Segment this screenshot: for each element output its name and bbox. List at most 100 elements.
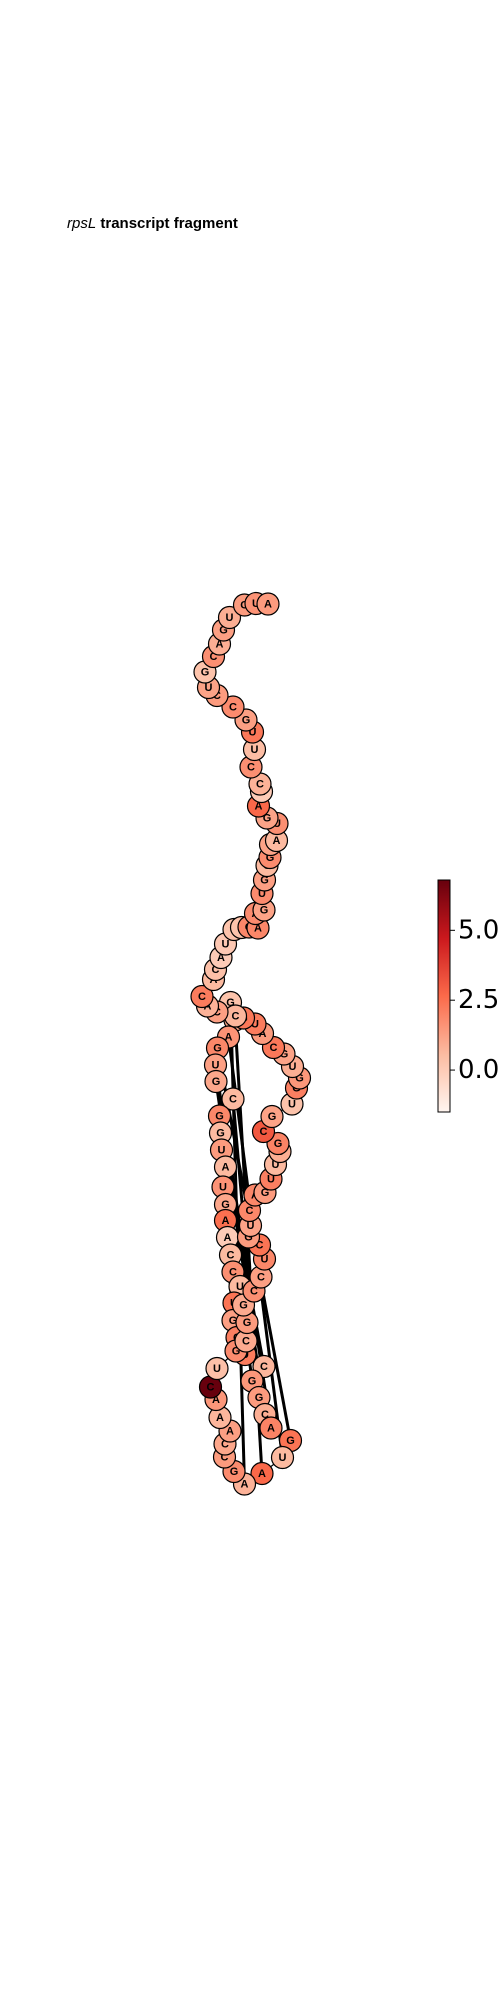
nucleotide-label: U: [267, 1174, 275, 1186]
nucleotide-label: C: [246, 1205, 254, 1217]
nucleotide-label: C: [229, 1267, 237, 1279]
nucleotide-label: C: [198, 991, 206, 1003]
colorbar-bar: [437, 879, 451, 1113]
nucleotide-label: C: [270, 1042, 278, 1054]
nucleotide-label: A: [226, 1426, 234, 1438]
nucleotide: U: [217, 605, 242, 630]
nucleotide-label: U: [205, 682, 213, 694]
colorbar-tick-label: 2.5: [458, 985, 499, 1015]
nucleotide-label: G: [260, 875, 269, 887]
nucleotide-label: U: [273, 818, 281, 830]
nucleotide: G: [278, 1428, 303, 1453]
nucleotide: G: [204, 1069, 228, 1094]
nucleotide-label: G: [229, 1315, 238, 1327]
nucleotide-layer: GAAGUGCGGUAUGAACCUUGCUCGGCAGUAAGCCAAACUG…: [190, 591, 312, 1496]
nucleotide-label: U: [212, 1060, 220, 1072]
nucleotide-label: C: [256, 1240, 264, 1252]
nucleotide-label: C: [232, 1011, 240, 1023]
nucleotide-label: U: [279, 1452, 287, 1464]
nucleotide-label: C: [260, 1126, 268, 1138]
nucleotide-label: G: [219, 625, 228, 637]
nucleotide-label: C: [207, 1382, 215, 1394]
nucleotide-label: G: [244, 1232, 253, 1244]
nucleotide: C: [234, 1329, 258, 1353]
nucleotide-circle: [221, 1087, 245, 1111]
nucleotide-label: G: [260, 905, 269, 917]
nucleotide-label: G: [216, 1128, 225, 1140]
nucleotide-circle: [221, 695, 245, 719]
nucleotide-label: G: [280, 1049, 289, 1061]
nucleotide-label: G: [268, 1111, 277, 1123]
nucleotide-label: A: [259, 1028, 267, 1040]
nucleotide-label: C: [227, 1250, 235, 1262]
nucleotide-label: G: [240, 600, 249, 612]
nucleotide-label: G: [226, 997, 235, 1009]
nucleotide-label: G: [261, 1187, 270, 1199]
nucleotide-label: U: [218, 1145, 226, 1157]
nucleotide-label: G: [230, 1466, 239, 1478]
nucleotide-label: U: [226, 612, 234, 624]
nucleotide: U: [205, 1356, 229, 1381]
nucleotide-label: G: [263, 813, 272, 825]
nucleotide-label: U: [249, 727, 257, 739]
nucleotide-label: C: [213, 690, 221, 702]
nucleotide-circle: [217, 605, 242, 630]
nucleotide-label: G: [295, 1073, 304, 1085]
nucleotide: G: [208, 1121, 233, 1145]
nucleotide-label: A: [241, 1479, 249, 1491]
nucleotide-circle: [260, 1104, 284, 1129]
colorbar-tick-label: 5.0: [458, 915, 499, 945]
nucleotide-circle: [250, 1461, 274, 1486]
nucleotide-label: C: [250, 1286, 258, 1298]
nucleotide-label: U: [258, 888, 266, 900]
colorbar-ticks: 0.0 2.5 5.0: [450, 915, 499, 1085]
nucleotide: A: [250, 1461, 274, 1486]
nucleotide: A: [259, 1416, 283, 1440]
nucleotide-circle: [259, 1416, 283, 1440]
nucleotide-label: U: [261, 1254, 269, 1266]
nucleotide-label: U: [289, 1061, 297, 1073]
nucleotide-label: C: [212, 964, 220, 976]
nucleotide-circle: [190, 984, 214, 1009]
nucleotide-label: A: [216, 639, 224, 651]
nucleotide-circle: [204, 1069, 228, 1094]
nucleotide: C: [190, 984, 214, 1009]
nucleotide-label: A: [217, 952, 225, 964]
nucleotide: G: [207, 1104, 232, 1128]
nucleotide-label: A: [273, 835, 281, 847]
nucleotide-label: C: [257, 1272, 265, 1284]
title-rest: transcript fragment: [100, 215, 238, 232]
nucleotide-label: G: [274, 1138, 283, 1150]
colorbar: 0.0 2.5 5.0: [437, 879, 499, 1113]
nucleotide-label: G: [239, 1300, 248, 1312]
nucleotide-label: A: [255, 801, 263, 813]
nucleotide-label: G: [221, 1199, 230, 1211]
nucleotide-label: A: [267, 1423, 275, 1435]
title-gene: rpsL: [67, 215, 97, 232]
nucleotide-label: G: [215, 1111, 224, 1123]
nucleotide-label: C: [221, 1452, 229, 1464]
nucleotide-label: C: [229, 1094, 237, 1106]
nucleotide-label: A: [216, 1412, 224, 1424]
nucleotide-label: U: [236, 1281, 244, 1293]
nucleotide: A: [213, 1155, 238, 1179]
nucleotide-label: G: [248, 1376, 257, 1388]
nucleotide-label: U: [213, 1363, 221, 1375]
nucleotide-label: C: [210, 651, 218, 663]
nucleotide: G: [260, 1104, 284, 1129]
nucleotide-label: G: [255, 1392, 264, 1404]
colorbar-tick-label: 0.0: [458, 1055, 499, 1085]
nucleotide-label: C: [256, 779, 264, 791]
nucleotide-label: A: [264, 599, 272, 611]
nucleotide-label: G: [232, 1346, 241, 1358]
nucleotide-label: A: [224, 1232, 232, 1244]
nucleotide-label: U: [219, 1182, 227, 1194]
nucleotide-label: C: [247, 762, 255, 774]
nucleotide-label: U: [247, 1220, 255, 1232]
nucleotide-label: A: [254, 923, 262, 935]
nucleotide-label: A: [225, 1032, 233, 1044]
diagram-title: rpsL transcript fragment: [67, 215, 238, 232]
nucleotide: C: [248, 772, 272, 796]
nucleotide-circle: [205, 1356, 229, 1381]
